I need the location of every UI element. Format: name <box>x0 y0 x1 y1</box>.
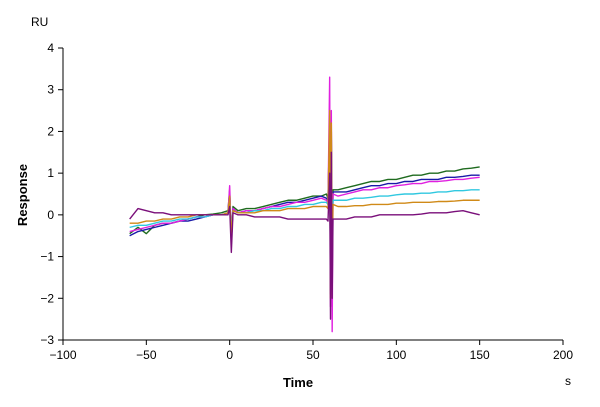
series-line-1 <box>129 122 480 295</box>
y-tick-label: −1 <box>40 250 54 264</box>
series-line-6 <box>129 151 480 320</box>
x-tick-label: 0 <box>226 348 233 362</box>
x-unit-label: s <box>565 374 571 388</box>
x-tick-label: −100 <box>49 348 76 362</box>
series-line-2 <box>129 130 480 291</box>
y-tick-label: 0 <box>47 208 54 222</box>
y-tick-label: −2 <box>40 291 54 305</box>
x-tick-label: 150 <box>470 348 490 362</box>
x-axis-title: Time <box>283 375 313 390</box>
y-tick-label: 2 <box>47 124 54 138</box>
x-tick-label: 100 <box>386 348 406 362</box>
y-tick-label: 3 <box>47 83 54 97</box>
series-layer <box>129 76 480 333</box>
y-unit-label: RU <box>31 15 48 29</box>
y-tick-label: 1 <box>47 166 54 180</box>
x-tick-label: −50 <box>136 348 157 362</box>
x-tick-label: 50 <box>306 348 320 362</box>
y-tick-label: 4 <box>47 41 54 55</box>
axes: −3 −2 −1 0 1 2 3 4 −100 −50 0 50 100 150 200 <box>40 41 573 362</box>
series-line-4 <box>129 147 480 274</box>
y-tick-label: −3 <box>40 333 54 347</box>
y-axis-title: Response <box>15 164 30 226</box>
x-tick-label: 200 <box>553 348 573 362</box>
